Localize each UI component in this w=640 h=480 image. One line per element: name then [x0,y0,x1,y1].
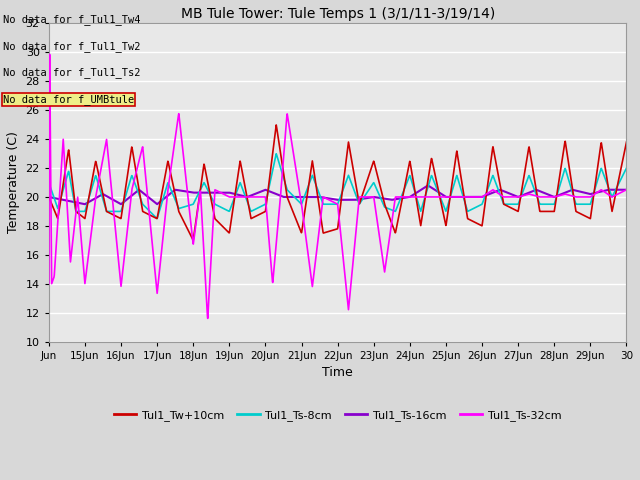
Text: No data for f_Tul1_Tw2: No data for f_Tul1_Tw2 [3,41,141,52]
Text: No data for f_Tul1_Ts2: No data for f_Tul1_Ts2 [3,67,141,78]
Y-axis label: Temperature (C): Temperature (C) [7,132,20,233]
Legend: Tul1_Tw+10cm, Tul1_Ts-8cm, Tul1_Ts-16cm, Tul1_Ts-32cm: Tul1_Tw+10cm, Tul1_Ts-8cm, Tul1_Ts-16cm,… [109,405,566,425]
Text: No data for f_UMBtule: No data for f_UMBtule [3,94,134,105]
Title: MB Tule Tower: Tule Temps 1 (3/1/11-3/19/14): MB Tule Tower: Tule Temps 1 (3/1/11-3/19… [180,7,495,21]
Text: No data for f_Tul1_Tw4: No data for f_Tul1_Tw4 [3,14,141,25]
X-axis label: Time: Time [323,366,353,379]
